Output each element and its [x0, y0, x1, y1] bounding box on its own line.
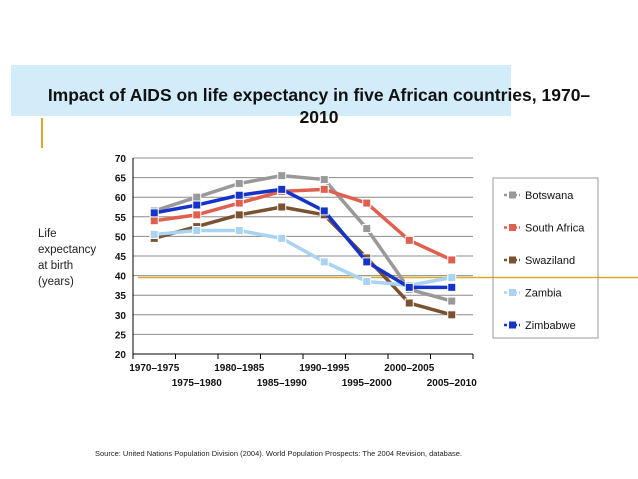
data-point — [362, 257, 372, 267]
series-line — [153, 187, 452, 290]
x-tick-label: 2005–2010 — [427, 378, 477, 389]
legend-label: South Africa — [525, 223, 585, 235]
title-band — [11, 65, 511, 116]
y-tick-label: 35 — [115, 291, 127, 302]
data-point — [277, 233, 287, 243]
x-tick-label: 2000–2005 — [384, 363, 434, 374]
chart-title: Impact of AIDS on life expectancy in fiv… — [0, 84, 638, 128]
y-tick-label: 20 — [115, 350, 127, 361]
data-point — [277, 184, 287, 194]
legend-item: Zimbabwe — [504, 320, 576, 332]
x-tick-label: 1985–1990 — [257, 378, 307, 389]
y-axis-label-line: expectancy — [38, 244, 97, 256]
y-tick-label: 55 — [115, 213, 127, 224]
x-tick-label: 1980–1985 — [214, 363, 264, 374]
data-point — [447, 282, 457, 292]
data-point — [404, 298, 414, 308]
legend-box — [492, 177, 599, 339]
x-tick-label: 1970–1975 — [129, 363, 179, 374]
x-tick-label: 1990–1995 — [299, 363, 349, 374]
data-point — [362, 198, 372, 208]
y-tick-label: 40 — [115, 272, 127, 283]
y-tick-label: 65 — [115, 174, 127, 185]
legend-item: Zambia — [504, 288, 563, 300]
accent-bar — [41, 118, 43, 148]
y-tick-label: 45 — [115, 252, 127, 263]
data-point — [234, 210, 244, 220]
legend-item: South Africa — [504, 223, 585, 235]
data-point — [319, 257, 329, 267]
y-axis-label-line: at birth — [38, 260, 74, 272]
legend-label: Botswana — [525, 190, 574, 202]
legend-label: Zimbabwe — [525, 320, 576, 332]
data-point — [149, 208, 159, 218]
y-tick-label: 50 — [115, 232, 127, 243]
axes: 20 25 30 35 40 45 50 55 60 65 70 1970–1975 1975–1980… — [115, 154, 477, 389]
source-note: Source: United Nations Population Divisi… — [95, 449, 463, 458]
data-point — [149, 229, 159, 239]
series-line — [153, 173, 453, 303]
data-point — [319, 206, 329, 216]
chart-title-line-1: Impact of AIDS on life expectancy in fiv… — [47, 85, 591, 105]
legend-swatch-marker — [509, 224, 516, 231]
y-axis-label-line: (years) — [38, 276, 74, 288]
data-point — [319, 175, 329, 185]
data-point — [192, 192, 202, 202]
data-point — [192, 210, 202, 220]
data-point — [447, 273, 457, 283]
legend-item: Swaziland — [504, 255, 575, 267]
legend-swatch-marker — [509, 321, 516, 329]
data-point — [234, 198, 244, 208]
chart-title-line-2: 2010 — [299, 107, 339, 127]
y-axis-label: Life expectancy at birth (years) — [38, 226, 118, 290]
series-zimbabwe — [149, 184, 457, 292]
legend-swatch-marker — [509, 289, 516, 296]
data-point — [447, 255, 457, 265]
legend-label: Swaziland — [525, 255, 575, 267]
series-line — [154, 187, 453, 262]
data-point — [277, 171, 287, 181]
legend: Botswana South Africa Swaziland Zambia Zimba… — [492, 177, 599, 339]
data-point — [404, 235, 414, 245]
data-point — [234, 190, 244, 200]
y-axis-label-line: Life — [38, 228, 57, 240]
data-point — [447, 310, 457, 320]
data-point — [319, 184, 329, 194]
x-tick-label: 1995–2000 — [342, 378, 392, 389]
y-tick-label: 25 — [115, 330, 127, 341]
data-point — [404, 282, 414, 292]
x-tick-label: 1975–1980 — [172, 378, 222, 389]
data-point — [149, 216, 159, 226]
y-tick-label: 60 — [115, 193, 127, 204]
legend-label: Zambia — [525, 288, 563, 300]
legend-swatch-marker — [509, 191, 516, 199]
data-point — [234, 226, 244, 236]
legend-item: Botswana — [504, 190, 574, 202]
data-point — [362, 224, 372, 234]
data-point — [192, 200, 202, 210]
data-point — [447, 296, 457, 306]
series-group — [149, 171, 457, 320]
data-point — [234, 178, 244, 188]
y-tick-label: 70 — [115, 154, 127, 165]
data-point — [362, 276, 372, 286]
legend-swatch-marker — [509, 256, 516, 264]
series-south-africa — [149, 184, 457, 265]
series-line — [153, 205, 453, 317]
series-swaziland — [149, 202, 457, 320]
y-tick-label: 30 — [115, 311, 127, 322]
data-point — [277, 202, 287, 212]
data-point — [192, 226, 202, 236]
